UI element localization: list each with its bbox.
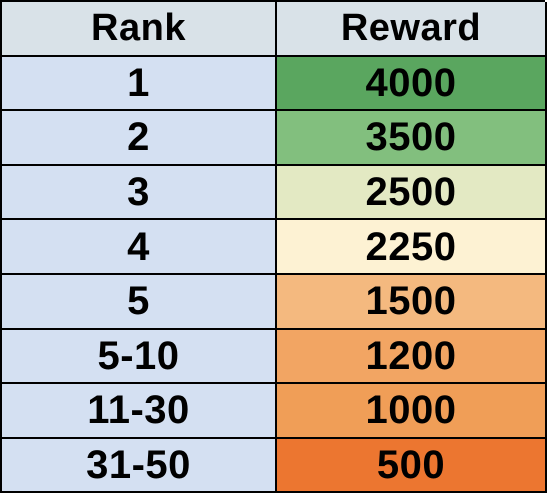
header-rank: Rank <box>2 2 277 57</box>
reward-cell: 2250 <box>277 220 547 275</box>
header-reward: Reward <box>277 2 547 57</box>
reward-cell: 1200 <box>277 329 547 385</box>
rank-cell: 3 <box>2 165 277 221</box>
rank-cell: 4 <box>2 220 277 275</box>
rank-cell: 5-10 <box>2 329 277 385</box>
rank-cell: 5 <box>2 274 277 330</box>
reward-cell: 2500 <box>277 165 547 221</box>
reward-cell: 1500 <box>277 274 547 330</box>
rank-cell: 1 <box>2 56 277 112</box>
reward-cell: 1000 <box>277 384 547 439</box>
rank-cell: 11-30 <box>2 384 277 439</box>
rank-cell: 2 <box>2 111 277 166</box>
reward-cell: 500 <box>277 438 547 493</box>
rank-cell: 31-50 <box>2 438 277 493</box>
reward-cell: 3500 <box>277 111 547 166</box>
reward-cell: 4000 <box>277 56 547 112</box>
